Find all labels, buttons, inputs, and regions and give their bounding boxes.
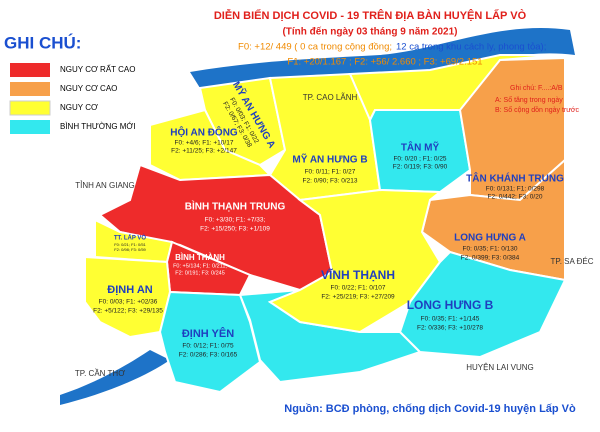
legend-label: NGUY CƠ RẤT CAO [60,64,135,74]
region-stat: F2: 0/442; F3: 0/20 [488,194,543,201]
region-area [84,255,172,339]
region-name: BÌNH THÀNH [175,253,225,262]
region-area [158,290,262,394]
region-stat: F0: 0/35; F1: 0/130 [463,246,518,253]
river [60,350,170,405]
legend-swatch [9,100,51,116]
regions [84,54,567,394]
river [190,27,575,88]
region-stat: F0: 0/11; F1: 0/27 [305,169,356,176]
region-name: TT. LẤP VÒ [114,234,147,242]
region-stat: F2: +15/250; F3: +1/109 [200,226,270,233]
region-name: TÂN MỸ [401,141,440,154]
region-name: ĐỊNH YÊN [182,327,234,340]
f0-line: 12 ca trong khu cách ly, phong tỏa); [396,42,546,53]
region-area [398,250,567,359]
region-name: TÂN KHÁNH TRUNG [466,172,564,185]
region-stat: F2: +25/219; F3: +27/209 [321,294,395,301]
region-stat: F0: 0/12; F1: 0/75 [182,343,234,350]
f0-line: F0: +12/ 449 ( 0 ca trong cộng đồng; [238,42,392,53]
legend-label: NGUY CƠ [60,103,98,112]
title: DIỄN BIẾN DỊCH COVID - 19 TRÊN ĐỊA BÀN H… [214,9,527,22]
subtitle: (Tính đến ngày 03 tháng 9 năm 2021) [282,26,457,38]
region-name: BÌNH THẠNH TRUNG [185,200,286,213]
place-label: TP. SA ĐÉC [551,257,594,266]
region-name: VĨNH THẠNH [321,267,395,282]
place-label: HUYỆN LAI VUNG [466,363,534,372]
legend-title: GHI CHÚ: [4,33,81,52]
region-labels: MỸ AN HƯNG A F0: 0/03; F1: 0/22 F2: 0/67… [93,79,564,359]
region-name: HỘI AN ĐÔNG [170,126,238,139]
region-stat: F2: +5/122; F3: +29/135 [93,308,163,315]
f123-line: F1: +20/1.167 ; F2: +56/ 2.660 ; F3: +69… [287,57,482,68]
region-stat: F0: 0/03; F1: +02/36 [99,299,158,306]
footer: Nguồn: BCĐ phòng, chống dịch Covid-19 hu… [284,403,576,415]
place-label: TP. CAO LÃNH [303,93,358,102]
region-stat: F2: 0/119; F3: 0/90 [393,164,448,171]
region-name: MỸ AN HƯNG B [292,153,367,166]
region-area [267,188,443,334]
region-stat: F0: 0/131; F1: 0/298 [486,186,545,193]
note-a: A: Số tăng trong ngày [495,95,563,104]
region-name: ĐỊNH AN [107,284,152,296]
region-stat: F2: 0/191; F3: 0/245 [175,270,225,276]
region-stat: F2: 0/336; F3: +10/278 [417,325,483,332]
legend-label: NGUY CƠ CAO [60,84,117,93]
region-stat: F0: 0/20 ; F1: 0/25 [393,156,446,163]
region-stat: F0: +3/30; F1: +7/33; [205,217,266,224]
region-stat: F2: 0/399; F3: 0/384 [461,255,520,262]
legend-label: BÌNH THƯỜNG MỚI [60,122,136,131]
region-area [149,108,273,182]
region-stat: F2: 0/90; F3: 0/213 [303,178,358,185]
place-label: TỈNH AN GIANG [75,181,135,190]
region-name: LONG HƯNG A [454,233,526,244]
region-stat: F0: +5/134; F1: 0/211; [173,263,227,269]
region-stat: F2: 0/98; F3: 0/59 [114,247,146,252]
place-label: TP. CẦN THƠ [75,368,125,378]
note-title: Ghi chú: F....:A/B [510,85,563,92]
region-stat: F0: +4/6; F1: +10/17 [175,140,234,147]
region-stat: F0: 0/22; F1: 0/107 [331,285,386,292]
region-stat: F0: 0/35; F1: +1/145 [421,316,480,323]
region-name: LONG HƯNG B [407,298,494,312]
region-stat: F2: 0/286; F3: 0/165 [179,352,238,359]
legend-swatch [10,82,50,96]
legend-swatch [10,63,50,77]
region-stat: F0: 0/21; F1: 0/51 [114,242,146,247]
legend-swatch [10,120,50,134]
region-stat: F2: +11/25; F3: +2/147 [171,148,237,155]
note-b: B: Số cộng dồn ngày trước [495,105,579,114]
